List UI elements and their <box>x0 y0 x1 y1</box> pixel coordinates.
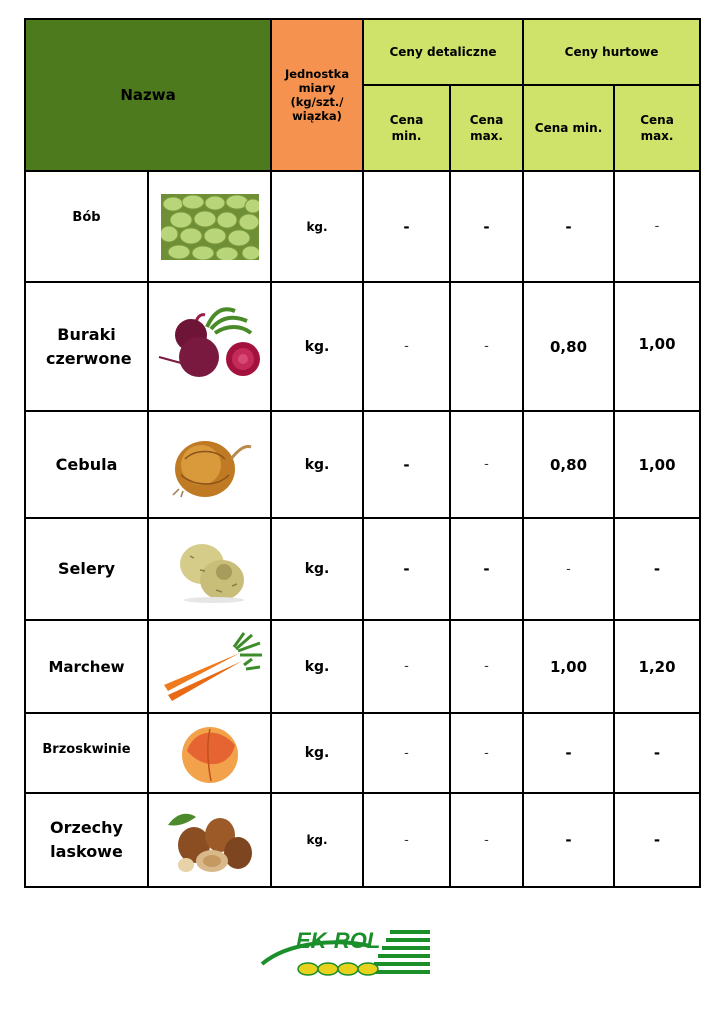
wholesale-min-cell: 0,80 <box>522 281 616 412</box>
unit-cell: kg. <box>270 619 365 714</box>
retail-min-cell: - <box>362 792 452 888</box>
header-name: Nazwa <box>23 18 273 172</box>
header-wholesale-min: Cena min. <box>522 84 616 172</box>
wholesale-max-cell: 1,00 <box>613 410 702 519</box>
wholesale-max-cell: 1,00 <box>613 281 702 412</box>
product-name: Brzoskwinie <box>24 712 149 794</box>
retail-max-cell: - <box>449 619 525 714</box>
retail-min-cell: - <box>362 281 452 412</box>
product-image <box>146 712 273 794</box>
product-image <box>146 170 273 283</box>
table-row: Brzoskwinie kg. - - - - <box>24 712 702 794</box>
ek-rol-logo-mark: EK-ROL <box>260 928 430 976</box>
retail-min-cell: - <box>362 517 452 621</box>
retail-max-cell: - <box>449 281 525 412</box>
retail-max-cell: - <box>449 792 525 888</box>
table-row: Buraki czerwone kg. - - 0,80 1,00 <box>24 281 702 412</box>
header-wholesale-max: Cena max. <box>613 84 702 172</box>
retail-max-cell: - <box>449 712 525 794</box>
table-row: Selery kg. - - - - <box>24 517 702 621</box>
celeriac-icon <box>179 544 244 603</box>
product-image <box>146 281 273 412</box>
header-retail: Ceny detaliczne <box>362 18 525 86</box>
price-table: Nazwa Jednostka miary (kg/szt./ wiązka) … <box>23 18 702 888</box>
product-name: Cebula <box>24 410 149 519</box>
wholesale-min-cell: 1,00 <box>522 619 616 714</box>
product-image <box>146 619 273 714</box>
product-image <box>146 410 273 519</box>
wholesale-min-cell: 0,80 <box>522 410 616 519</box>
product-image <box>146 517 273 621</box>
retail-min-cell: - <box>362 619 452 714</box>
unit-cell: kg. <box>270 410 365 519</box>
product-name: Buraki czerwone <box>24 281 149 412</box>
logo-text: EK-ROL <box>296 928 380 953</box>
unit-cell: kg. <box>270 170 365 283</box>
unit-cell: kg. <box>270 281 365 412</box>
table-row: Orzechy laskowe kg. - - - - <box>24 792 702 888</box>
product-name: Marchew <box>24 619 149 714</box>
retail-min-cell: - <box>362 712 452 794</box>
header-retail-min: Cena min. <box>362 84 452 172</box>
table-row: Bób kg. - - - - <box>24 170 702 283</box>
retail-max-cell: - <box>449 517 525 621</box>
retail-min-cell: - <box>362 170 452 283</box>
header-wholesale: Ceny hurtowe <box>522 18 702 86</box>
retail-max-cell: - <box>449 170 525 283</box>
broad-beans-icon <box>160 193 259 260</box>
wholesale-max-cell: 1,20 <box>613 619 702 714</box>
hazelnuts-icon <box>167 813 252 872</box>
product-image <box>146 792 273 888</box>
ek-rol-logo: EK-ROL <box>258 924 434 982</box>
product-name: Selery <box>24 517 149 621</box>
onion-icon <box>171 440 251 497</box>
unit-cell: kg. <box>270 712 365 794</box>
wholesale-max-cell: - <box>613 792 702 888</box>
wholesale-max-cell: - <box>613 517 702 621</box>
peach-icon <box>181 727 238 783</box>
retail-max-cell: - <box>449 410 525 519</box>
beetroot-icon <box>158 306 260 377</box>
wholesale-min-cell: - <box>522 712 616 794</box>
unit-cell: kg. <box>270 517 365 621</box>
header-retail-max: Cena max. <box>449 84 525 172</box>
table-row: Cebula kg. - - 0,80 1,00 <box>24 410 702 519</box>
header-unit: Jednostka miary (kg/szt./ wiązka) <box>270 18 365 172</box>
wholesale-max-cell: - <box>613 712 702 794</box>
wholesale-max-cell: - <box>613 170 702 283</box>
carrot-icon <box>163 631 262 701</box>
wholesale-min-cell: - <box>522 170 616 283</box>
product-name: Bób <box>24 170 149 283</box>
unit-cell: kg. <box>270 792 365 888</box>
retail-min-cell: - <box>362 410 452 519</box>
wholesale-min-cell: - <box>522 517 616 621</box>
wholesale-min-cell: - <box>522 792 616 888</box>
product-name: Orzechy laskowe <box>24 792 149 888</box>
table-row: Marchew kg. - - 1,00 1,20 <box>24 619 702 714</box>
